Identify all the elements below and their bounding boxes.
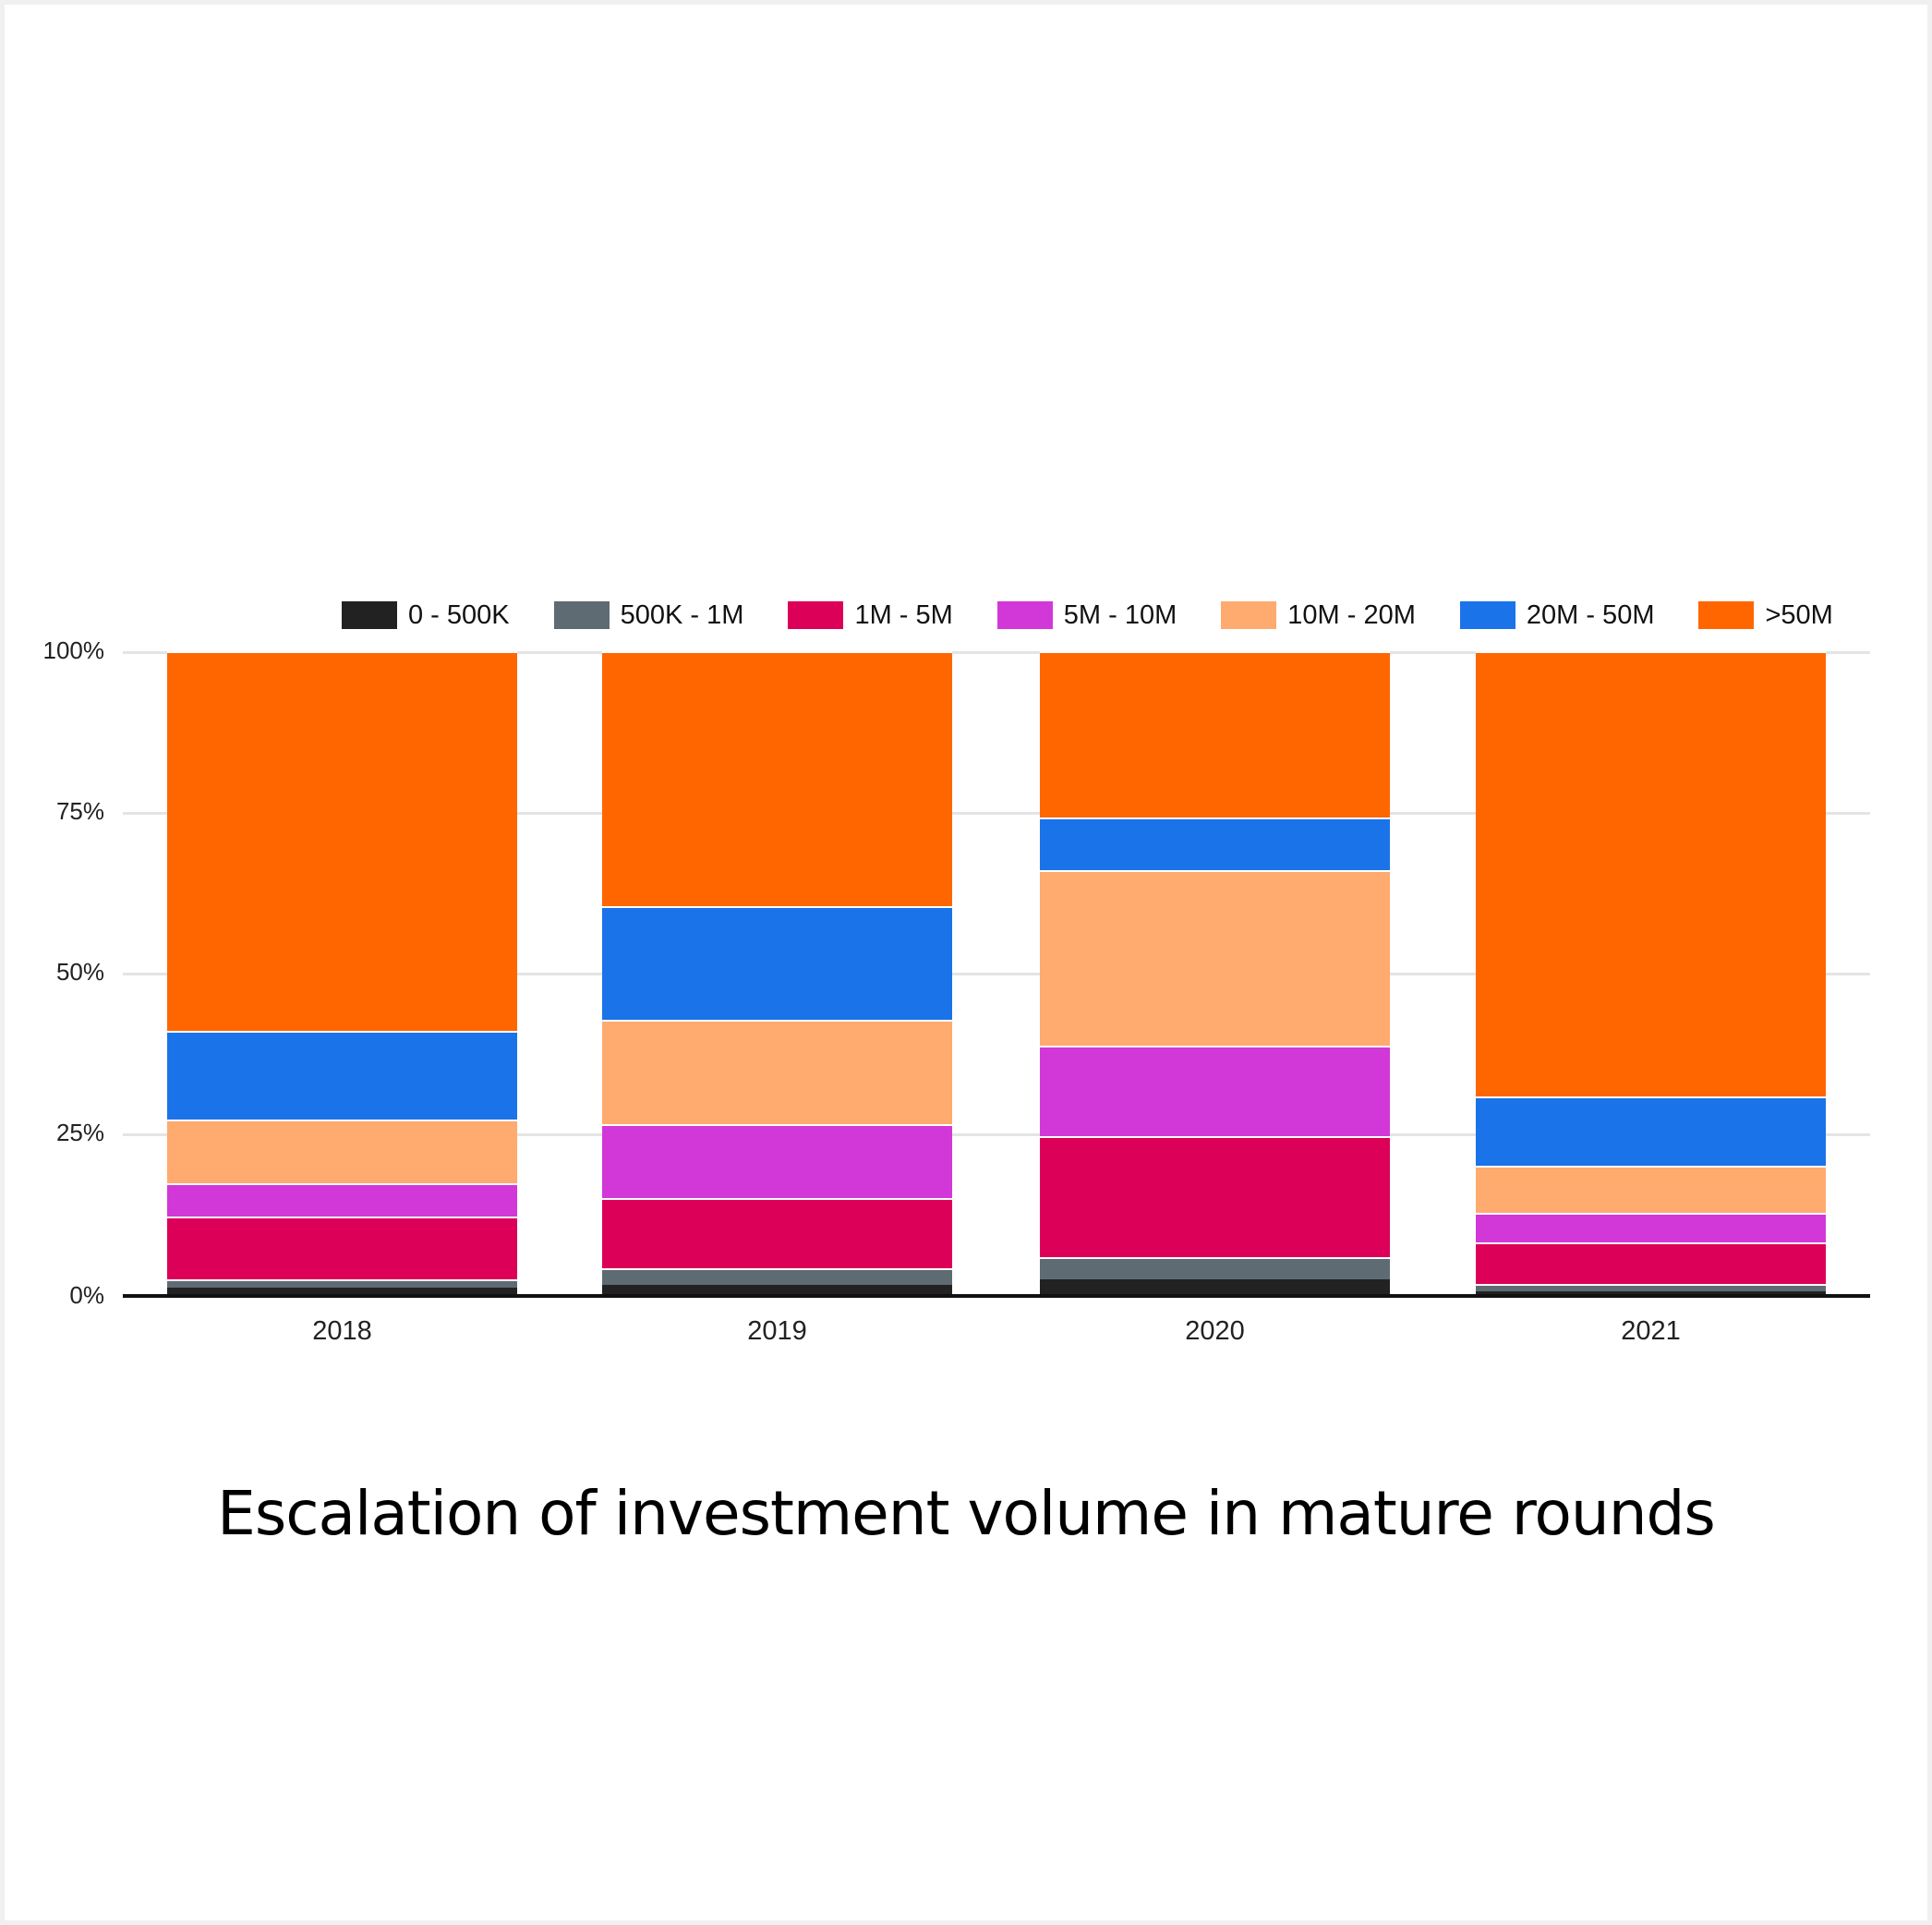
y-tick-0: 0% (69, 1281, 104, 1309)
bar-segment (167, 1288, 517, 1294)
legend-swatch-icon (342, 601, 397, 629)
bar-segment (167, 1279, 517, 1289)
gridline-50 (123, 973, 1870, 975)
legend-item: 5M - 10M (996, 599, 1177, 631)
bar-segment (1476, 1283, 1826, 1292)
legend-item: 500K - 1M (553, 599, 744, 631)
bar-segment (602, 651, 952, 907)
legend-label: >50M (1765, 599, 1833, 630)
legend-swatch-icon (553, 601, 610, 629)
bar-segment (1040, 1045, 1390, 1136)
legend-swatch-icon (996, 601, 1053, 629)
x-tick-2019: 2019 (747, 1316, 807, 1346)
legend-item: 20M - 50M (1459, 599, 1655, 631)
legend-item: >50M (1698, 599, 1833, 631)
bar-2021 (1476, 651, 1826, 1294)
legend: 0 - 500K 500K - 1M 1M - 5M 5M - 10M 10M - 20… (342, 599, 1833, 632)
bar-segment (167, 651, 517, 1032)
bar-segment (1476, 651, 1826, 1097)
legend-label: 1M - 5M (854, 599, 953, 630)
bar-segment (1040, 1279, 1390, 1294)
bar-segment (602, 906, 952, 1020)
legend-item: 1M - 5M (788, 599, 953, 631)
legend-swatch-icon (1698, 601, 1755, 629)
bar-segment (602, 1268, 952, 1286)
x-tick-2018: 2018 (312, 1316, 372, 1346)
bar-segment (1040, 870, 1390, 1046)
y-tick-75: 75% (55, 797, 104, 825)
bar-segment (1476, 1242, 1826, 1284)
bar-segment (602, 1019, 952, 1125)
bar-2019 (602, 651, 952, 1294)
legend-label: 0 - 500K (408, 599, 510, 630)
bar-segment (1476, 1165, 1826, 1213)
x-tick-2020: 2020 (1185, 1316, 1245, 1346)
legend-label: 500K - 1M (620, 599, 744, 630)
legend-label: 10M - 20M (1287, 599, 1416, 630)
bar-segment (167, 1120, 517, 1183)
legend-swatch-icon (1221, 601, 1277, 629)
y-tick-25: 25% (55, 1119, 104, 1146)
plot-area: 100% 75% 50% 25% 0% 2018 2019 2020 2021 (43, 636, 1870, 1346)
bar-segment (602, 1285, 952, 1294)
bar-2020 (1040, 651, 1390, 1294)
y-tick-100: 100% (42, 636, 105, 664)
bar-segment (602, 1124, 952, 1199)
bar-segment (1040, 651, 1390, 818)
bar-segment (167, 1182, 517, 1217)
bar-segment (602, 1198, 952, 1269)
bar-segment (1040, 1257, 1390, 1279)
chart-title: Escalation of investment volume in matur… (217, 1478, 1716, 1549)
bar-2018 (167, 651, 517, 1294)
legend-swatch-icon (788, 601, 844, 629)
bar-segment (167, 1216, 517, 1279)
bar-segment (167, 1031, 517, 1120)
bar-segment (1040, 817, 1390, 871)
legend-label: 20M - 50M (1526, 599, 1655, 630)
bar-segment (1040, 1135, 1390, 1258)
legend-item: 0 - 500K (342, 600, 510, 631)
bar-segment (1476, 1291, 1826, 1294)
bar-segment (1476, 1212, 1826, 1243)
legend-swatch-icon (1459, 601, 1515, 629)
x-tick-2021: 2021 (1621, 1316, 1681, 1346)
legend-label: 5M - 10M (1063, 599, 1177, 630)
bar-segment (1476, 1096, 1826, 1166)
x-axis-line (123, 1294, 1870, 1298)
gridline-75 (123, 812, 1870, 815)
legend-item: 10M - 20M (1221, 600, 1416, 631)
y-tick-50: 50% (55, 958, 104, 986)
gridline-100 (123, 651, 1870, 654)
gridline-25 (123, 1133, 1870, 1136)
